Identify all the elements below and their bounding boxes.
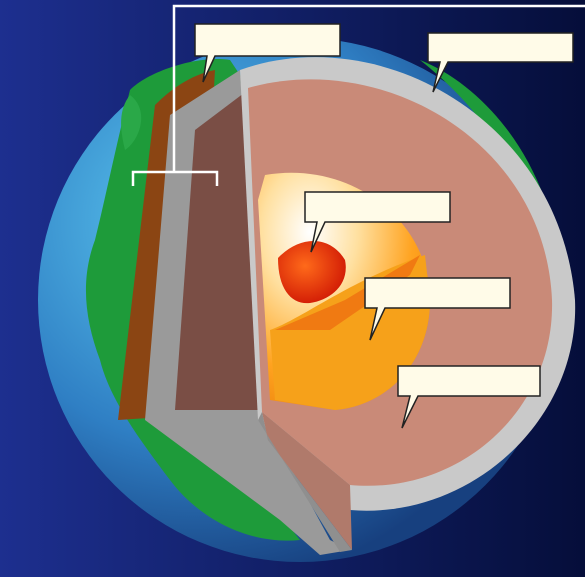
- mantle-wedge: [262, 412, 352, 550]
- callout-inner-core: [304, 191, 451, 253]
- island-land: [121, 95, 142, 150]
- callout-mantle: [427, 32, 574, 93]
- callout-lower-mantle: [397, 365, 541, 429]
- crust-bracket: [131, 170, 219, 186]
- mantle-cut-face: [175, 90, 262, 410]
- inner-core: [278, 240, 346, 304]
- callout-crust: [194, 23, 341, 83]
- crust-bracket-line: [172, 4, 585, 172]
- outer-core-cut: [275, 255, 420, 330]
- shell-edge: [258, 412, 352, 552]
- callout-outer-core: [364, 277, 511, 341]
